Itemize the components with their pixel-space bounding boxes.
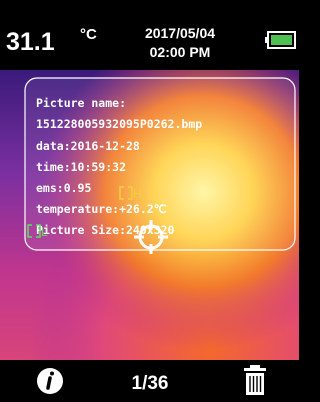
camera-screen: 31.1 °C 2017/05/04 02:00 PM Picture name… bbox=[0, 0, 299, 402]
temperature-unit: °C bbox=[80, 26, 97, 43]
delete-button[interactable] bbox=[244, 365, 266, 395]
date: 2017/05/04 bbox=[145, 25, 215, 41]
info-line: temperature:+26.2℃ bbox=[36, 202, 167, 216]
info-line: time:10:59:32 bbox=[36, 160, 126, 174]
clock: 02:00 PM bbox=[150, 44, 211, 60]
image-counter: 1/36 bbox=[132, 373, 169, 394]
high-label: H bbox=[133, 187, 142, 201]
info-line: ems:0.95 bbox=[36, 181, 91, 195]
info-line: 151228005932095P0262.bmp bbox=[36, 117, 202, 131]
info-button[interactable] bbox=[37, 368, 63, 394]
page: 31.1 °C 2017/05/04 02:00 PM Picture name… bbox=[0, 0, 299, 402]
info-line: Picture name: bbox=[36, 96, 126, 110]
current-temperature: 31.1 bbox=[6, 28, 55, 56]
low-label: L bbox=[41, 225, 48, 239]
info-line: data:2016-12-28 bbox=[36, 139, 140, 153]
